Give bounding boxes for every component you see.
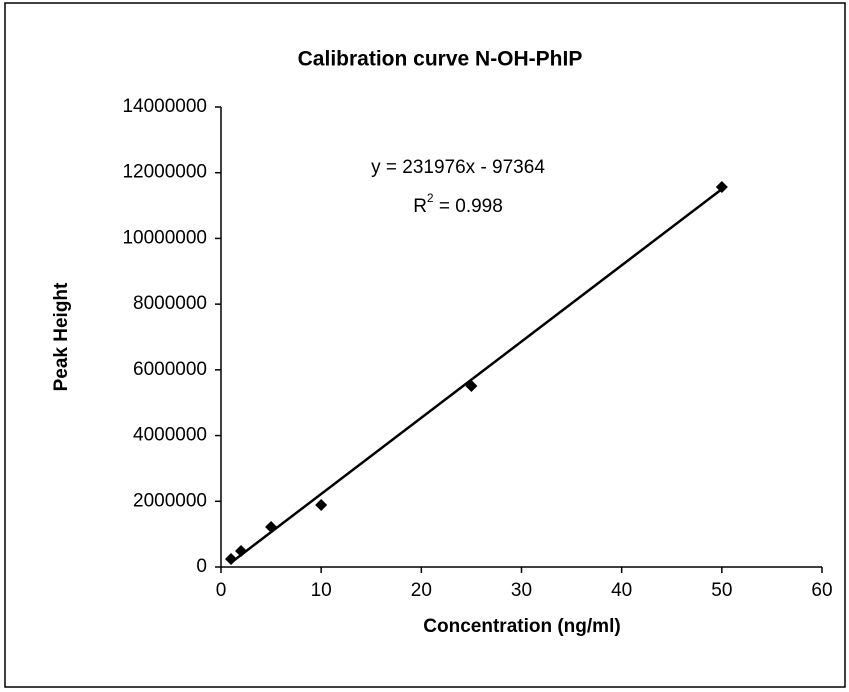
data-point <box>715 181 728 194</box>
y-tick-label: 14000000 <box>122 96 207 117</box>
r-value: = 0.998 <box>434 196 503 217</box>
data-point <box>465 379 478 392</box>
r-exponent: 2 <box>427 191 434 205</box>
y-tick-label: 6000000 <box>133 359 207 380</box>
y-tick-label: 10000000 <box>122 227 207 248</box>
x-tick-label: 20 <box>411 580 432 601</box>
data-point <box>235 544 248 557</box>
chart-frame <box>4 2 846 688</box>
data-point <box>225 553 238 566</box>
x-axis-label: Concentration (ng/ml) <box>423 616 620 637</box>
r-squared: R2 = 0.998 <box>413 191 503 217</box>
y-tick-label: 12000000 <box>122 162 207 183</box>
r-symbol: R <box>413 196 427 217</box>
y-tick-label: 8000000 <box>133 293 207 314</box>
y-tick-label: 0 <box>196 556 207 577</box>
y-axis-label: Peak Height <box>51 282 72 391</box>
chart-title: Calibration curve N-OH-PhIP <box>298 48 583 71</box>
x-tick-label: 60 <box>811 580 832 601</box>
y-tick-label: 2000000 <box>133 490 207 511</box>
y-tick-label: 4000000 <box>133 425 207 446</box>
data-point <box>265 521 278 534</box>
x-tick-label: 0 <box>216 580 227 601</box>
x-tick-label: 50 <box>711 580 732 601</box>
x-tick-label: 40 <box>611 580 632 601</box>
trend-equation: y = 231976x - 97364 <box>371 157 545 178</box>
x-tick-label: 10 <box>311 580 332 601</box>
data-point <box>315 498 328 511</box>
x-tick-label: 30 <box>511 580 532 601</box>
trendline <box>230 188 723 564</box>
